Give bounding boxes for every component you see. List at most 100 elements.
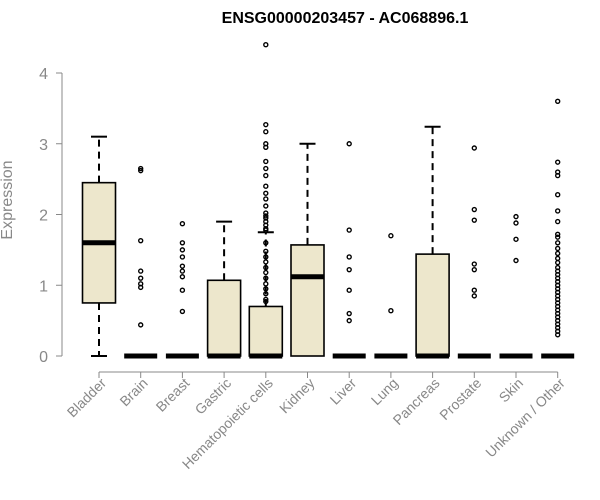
outlier-point: [513, 236, 519, 242]
outlier-point: [263, 172, 269, 179]
y-tick-label: 3: [39, 137, 48, 154]
outlier-point: [263, 42, 269, 48]
outlier-point: [263, 281, 269, 287]
outlier-point: [346, 287, 352, 293]
outlier-point: [179, 287, 186, 293]
outlier-point: [555, 159, 561, 165]
outlier-point: [263, 144, 269, 150]
outlier-point: [555, 259, 561, 266]
outlier-point: [555, 98, 561, 105]
outlier-point: [555, 234, 561, 240]
outlier-point: [471, 206, 477, 213]
outlier-point: [263, 183, 269, 189]
outlier-point: [555, 191, 561, 198]
x-tick-label: Bladder: [64, 375, 110, 421]
x-tick-label: Unknown / Other: [482, 375, 568, 461]
outlier-point: [471, 293, 477, 299]
outlier-point: [263, 286, 269, 292]
outlier-point: [555, 250, 561, 257]
outlier-point: [137, 284, 144, 291]
outlier-point: [263, 165, 269, 172]
box-iqr: [290, 244, 325, 357]
outlier-point: [263, 259, 269, 265]
box-bladder: [81, 135, 117, 357]
outlier-point: [263, 196, 269, 202]
outlier-point: [263, 296, 269, 303]
outlier-point: [263, 291, 269, 297]
box-series: [81, 42, 575, 359]
x-tick-label: Liver: [327, 375, 360, 408]
outlier-point: [263, 129, 269, 135]
outlier-point: [555, 172, 561, 179]
outlier-point: [179, 254, 186, 260]
outlier-point: [555, 208, 561, 214]
outlier-point: [263, 254, 269, 260]
box-iqr: [206, 279, 242, 357]
outlier-point: [137, 165, 144, 172]
outlier-point: [179, 220, 186, 227]
outlier-point: [346, 266, 352, 273]
outlier-point: [263, 248, 269, 254]
x-tick-label: Breast: [153, 375, 193, 415]
outlier-point: [346, 317, 352, 324]
y-tick-label: 2: [39, 208, 48, 225]
y-axis: 0 1 2 3 4: [39, 66, 63, 366]
chart-title: ENSG00000203457 - AC068896.1: [222, 10, 469, 27]
outlier-point: [555, 245, 561, 252]
box-lung: [374, 233, 408, 359]
box-gastric: [206, 220, 242, 359]
box-iqr: [415, 253, 450, 357]
outlier-point: [263, 121, 269, 128]
outlier-point: [263, 213, 269, 219]
outlier-point: [555, 231, 561, 238]
outlier-point: [555, 332, 561, 338]
outlier-point: [179, 263, 186, 269]
outlier-point: [137, 322, 144, 328]
x-tick-label: Skin: [496, 375, 527, 406]
box-skin: [499, 213, 533, 359]
outlier-point: [346, 227, 352, 233]
outlier-point: [555, 255, 561, 262]
y-tick-label: 0: [39, 349, 48, 366]
y-tick-label: 1: [39, 278, 48, 295]
box-brain: [124, 165, 158, 359]
outlier-point: [513, 213, 519, 220]
outlier-point: [263, 264, 269, 271]
outlier-point: [513, 220, 519, 226]
outlier-point: [555, 240, 561, 246]
outlier-point: [179, 240, 186, 246]
y-tick-label: 4: [39, 66, 48, 83]
x-tick-label: Brain: [116, 375, 150, 409]
outlier-point: [388, 233, 394, 239]
outlier-point: [137, 167, 144, 174]
outlier-point: [471, 261, 477, 267]
outlier-point: [555, 218, 561, 225]
x-tick-label: Kidney: [276, 375, 318, 417]
outlier-point: [137, 237, 144, 244]
outlier-point: [179, 274, 186, 280]
outlier-point: [179, 268, 186, 274]
outlier-point: [263, 269, 269, 276]
box-liver: [332, 141, 366, 359]
outlier-point: [346, 254, 352, 260]
outlier-point: [263, 227, 269, 233]
outlier-point: [471, 217, 477, 223]
x-tick-label: Prostate: [436, 375, 484, 423]
box-unknown-other: [541, 98, 575, 359]
box-kidney: [290, 142, 325, 357]
outlier-point: [471, 145, 477, 151]
x-tick-label: Lung: [368, 375, 401, 408]
box-hematopoietic-cells: [248, 42, 284, 359]
outlier-point: [179, 308, 186, 315]
outlier-point: [137, 275, 144, 281]
outlier-point: [346, 141, 352, 147]
outlier-point: [263, 158, 269, 165]
outlier-point: [263, 275, 269, 281]
box-breast: [165, 220, 199, 359]
outlier-point: [471, 266, 477, 273]
outlier-point: [179, 247, 186, 253]
box-iqr: [248, 305, 284, 357]
box-pancreas: [415, 125, 450, 359]
box-prostate: [457, 145, 491, 359]
